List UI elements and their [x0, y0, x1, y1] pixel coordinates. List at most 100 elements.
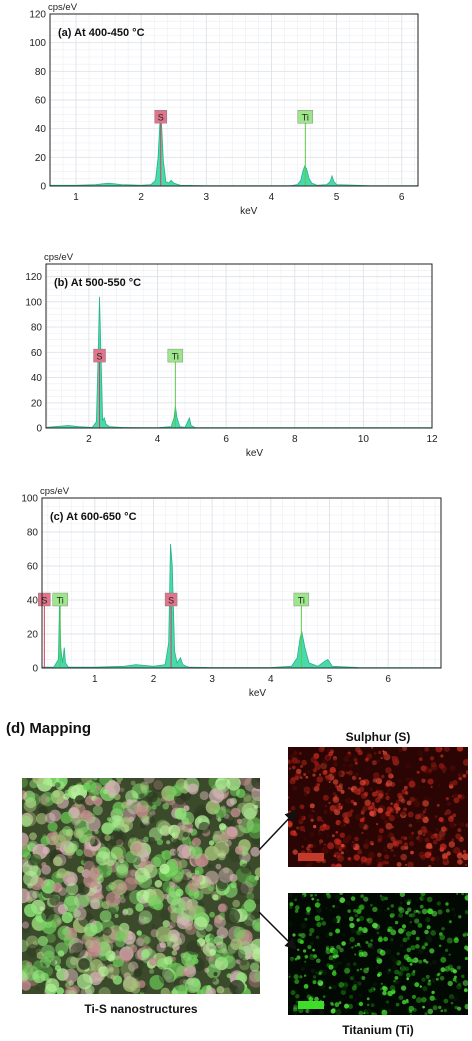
map-speck: [437, 835, 440, 838]
peak-label-box: [38, 592, 51, 607]
map-speck: [320, 968, 324, 973]
map-speck: [318, 842, 322, 846]
map-speck: [456, 747, 463, 752]
map-speck: [288, 921, 293, 927]
map-speck: [464, 909, 468, 915]
map-speck: [250, 962, 260, 972]
chart-title: (a) At 400-450 °C: [58, 27, 145, 39]
map-speck: [395, 1002, 400, 1007]
map-speck: [245, 875, 258, 888]
map-speck: [452, 813, 457, 818]
map-speck: [367, 802, 370, 805]
map-speck: [405, 910, 409, 915]
map-speck: [305, 775, 309, 779]
map-speck: [293, 750, 298, 754]
map-speck: [386, 806, 393, 813]
map-speck: [361, 831, 364, 835]
map-speck: [70, 956, 79, 966]
map-speck: [85, 939, 95, 949]
map-speck: [353, 943, 356, 947]
map-speck: [360, 894, 365, 898]
map-speck: [365, 940, 369, 945]
composite-map-image: [22, 778, 260, 994]
map-speck: [119, 897, 126, 904]
map-speck: [115, 859, 129, 874]
map-speck: [464, 956, 468, 961]
map-speck: [243, 899, 257, 912]
map-speck: [459, 822, 465, 828]
map-speck: [378, 828, 384, 834]
map-speck: [170, 897, 187, 914]
map-speck: [22, 778, 28, 788]
map-speck: [444, 858, 448, 862]
map-speck: [139, 793, 145, 799]
map-speck: [254, 867, 260, 878]
map-speck: [189, 854, 202, 867]
map-speck: [335, 863, 342, 867]
map-speck: [369, 810, 377, 817]
map-speck: [390, 904, 395, 908]
map-speck: [303, 984, 309, 989]
map-speck: [243, 807, 257, 820]
map-speck: [101, 940, 114, 953]
map-speck: [294, 979, 300, 985]
map-speck: [385, 780, 393, 787]
map-speck: [439, 976, 445, 981]
map-speck: [73, 828, 85, 839]
map-speck: [162, 920, 170, 928]
map-speck: [454, 1005, 459, 1010]
map-speck: [41, 965, 53, 977]
map-speck: [107, 954, 115, 962]
map-speck: [325, 945, 330, 950]
map-speck: [457, 859, 463, 865]
map-speck: [246, 817, 260, 833]
map-speck: [32, 940, 38, 946]
map-speck: [135, 937, 145, 947]
map-speck: [132, 843, 142, 853]
map-speck: [345, 962, 351, 968]
map-speck: [403, 842, 408, 847]
map-speck: [151, 804, 157, 810]
map-speck: [22, 921, 29, 929]
map-speck: [387, 834, 391, 838]
map-speck: [367, 917, 373, 924]
map-speck: [54, 782, 61, 788]
map-speck: [383, 847, 388, 853]
map-speck: [112, 947, 117, 952]
map-speck: [330, 863, 337, 867]
map-speck: [115, 930, 127, 942]
map-speck: [162, 803, 169, 810]
map-speck: [335, 831, 339, 834]
map-speck: [366, 918, 370, 922]
map-speck: [332, 917, 338, 923]
map-speck: [402, 1000, 407, 1005]
map-speck: [240, 863, 251, 875]
map-speck: [453, 975, 457, 979]
map-speck: [434, 998, 437, 1001]
map-speck: [159, 863, 170, 875]
map-speck: [430, 761, 437, 768]
map-speck: [40, 944, 55, 959]
map-speck: [67, 853, 73, 859]
map-speck: [304, 960, 307, 963]
titanium-map-image: [288, 893, 468, 1015]
map-speck: [360, 968, 363, 971]
map-speck: [338, 982, 345, 988]
map-speck: [315, 935, 320, 940]
map-speck: [314, 972, 318, 977]
map-speck: [301, 894, 305, 898]
map-speck: [159, 969, 175, 985]
map-speck: [229, 979, 245, 994]
map-speck: [241, 902, 254, 916]
map-speck: [404, 791, 409, 795]
map-speck: [448, 953, 451, 956]
map-speck: [449, 765, 456, 772]
map-speck: [359, 904, 365, 910]
map-speck: [162, 967, 174, 980]
map-speck: [104, 964, 120, 979]
map-speck: [68, 840, 80, 852]
map-speck: [390, 909, 395, 914]
map-speck: [454, 823, 457, 827]
map-speck: [427, 778, 434, 785]
